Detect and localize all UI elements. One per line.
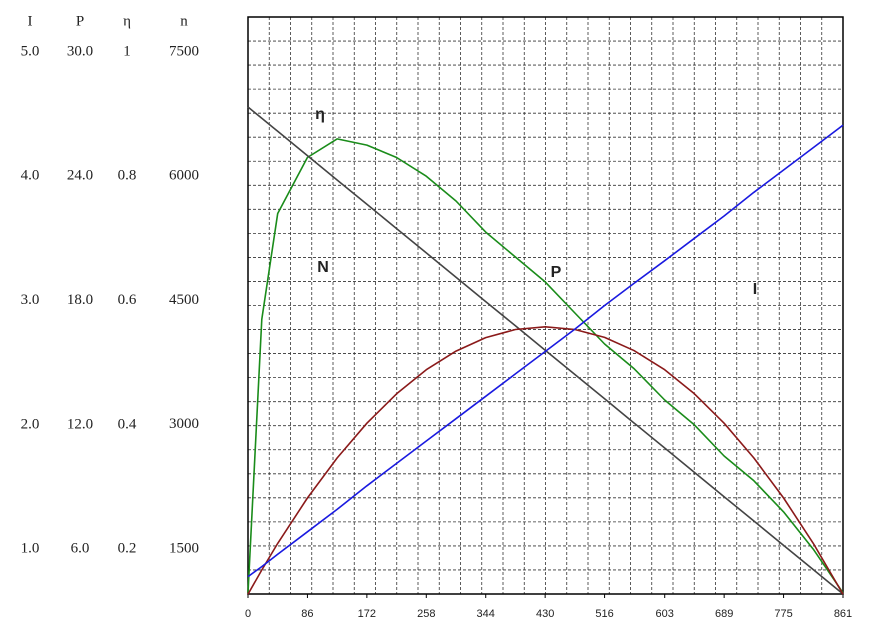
x-tick-label: 430 xyxy=(536,608,554,620)
y-tick-label: 0.2 xyxy=(118,541,137,557)
x-tick-label: 603 xyxy=(656,608,674,620)
minor-grid xyxy=(248,17,843,594)
y-tick-label: 4500 xyxy=(169,292,199,308)
x-tick-label: 689 xyxy=(715,608,733,620)
y-tick-label: 6000 xyxy=(169,168,199,184)
series-label: I xyxy=(753,281,757,298)
y-tick-label: 0.6 xyxy=(118,292,137,308)
x-tick-label: 344 xyxy=(477,608,495,620)
x-tick-label: 258 xyxy=(417,608,435,620)
y-tick-label: 12.0 xyxy=(67,416,93,432)
y-tick-label: 0.4 xyxy=(118,416,137,432)
y-tick-label: 30.0 xyxy=(67,43,93,59)
series-label: P xyxy=(551,264,562,281)
y-tick-label: 1.0 xyxy=(21,541,40,557)
x-tick-label: 0 xyxy=(245,608,251,620)
series-line xyxy=(247,106,844,595)
y-tick-label: 2.0 xyxy=(21,416,40,432)
x-tick-label: 775 xyxy=(774,608,792,620)
x-tick-label: 172 xyxy=(358,608,376,620)
series-line xyxy=(247,138,844,594)
axis-name: η xyxy=(123,13,131,29)
axis-name: I xyxy=(28,13,33,29)
y-tick-label: 24.0 xyxy=(67,168,93,184)
y-tick-label: 0.8 xyxy=(118,168,137,184)
series-line xyxy=(247,325,844,595)
x-tick-label: 516 xyxy=(595,608,613,620)
y-tick-label: 1500 xyxy=(169,540,199,556)
y-tick-label: 7500 xyxy=(169,43,199,59)
x-tick-label: 86 xyxy=(301,608,313,620)
axis-name: P xyxy=(76,13,84,29)
series-line xyxy=(247,124,844,578)
y-tick-label: 3000 xyxy=(169,416,199,432)
y-tick-label: 4.0 xyxy=(21,168,40,184)
x-tick-label: 861 xyxy=(834,608,852,620)
series-label: N xyxy=(317,259,329,276)
y-tick-label: 18.0 xyxy=(67,292,93,308)
y-tick-label: 1 xyxy=(123,43,131,59)
y-tick-label: 5.0 xyxy=(21,43,40,59)
y-tick-label: 6.0 xyxy=(71,541,90,557)
series-label: η xyxy=(315,106,325,123)
y-tick-label: 3.0 xyxy=(21,292,40,308)
axis-name: n xyxy=(180,13,188,29)
